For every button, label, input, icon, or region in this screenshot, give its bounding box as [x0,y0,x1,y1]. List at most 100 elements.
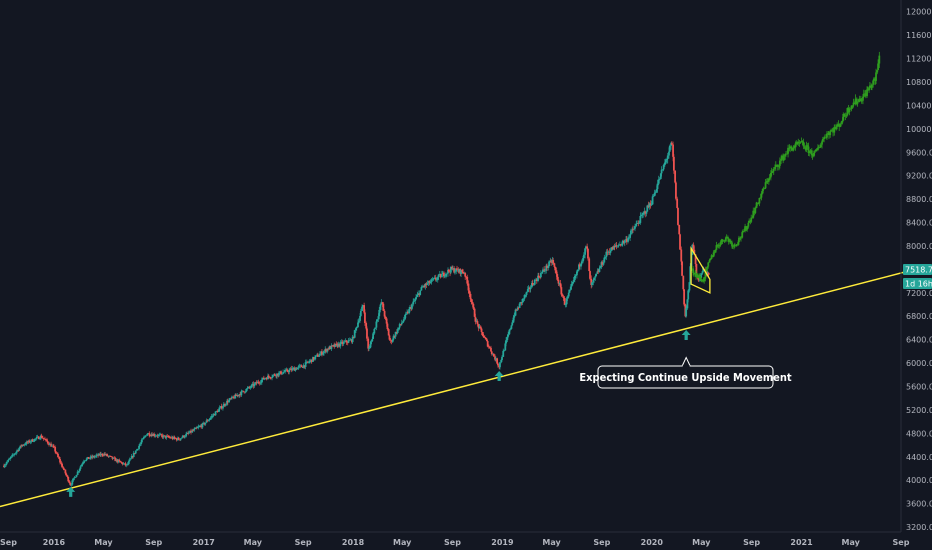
candle [70,484,73,486]
candle [34,438,37,440]
projection-candle [789,146,792,149]
candle [377,316,380,320]
projection-candle [868,85,871,88]
time-tick-label: 2016 [43,538,66,547]
candle [414,299,417,301]
projection-candle [857,99,860,102]
candle [582,254,585,259]
candle [590,278,593,285]
projection-candle [830,130,832,132]
projection-candle [878,55,881,64]
projection-candle [781,155,783,159]
candle [517,307,520,309]
candle [502,350,505,357]
candle [573,275,576,280]
candle [343,341,346,343]
candle [562,296,565,298]
projection-candle [833,126,836,133]
candle [130,455,133,459]
candle [692,244,695,250]
price-tick-label: 8000.0 [906,242,932,251]
candle [672,156,675,171]
projection-candle [772,168,775,172]
candle [578,264,581,267]
candle [512,317,515,323]
candle [22,444,25,446]
candle [693,249,696,255]
candle [188,432,190,434]
projection-candle [866,89,869,91]
candle [31,439,34,442]
candle [261,377,264,380]
candle [464,273,467,277]
candle [201,423,204,428]
candle [136,449,138,451]
time-axis[interactable]: Sep 2016 May Sep 2017 May Sep 2018 May Sep 2019 May… [0,538,910,547]
projection-candle [778,165,780,167]
candle [485,339,488,342]
candle [571,281,574,284]
projection-candle [729,240,732,243]
candle [345,340,348,343]
candle [231,396,233,399]
candle [126,463,129,465]
candle [304,362,307,367]
candle [452,268,454,270]
candle [171,437,174,439]
candle [473,308,476,317]
candle [660,169,663,174]
candle [196,427,199,429]
candle [73,477,76,479]
candle [165,435,168,438]
candle [592,279,595,283]
candle [325,349,327,352]
candle [566,296,569,299]
candle [394,331,397,337]
projection-candle [748,220,751,223]
projection-candle [862,96,864,101]
candle [482,335,485,338]
candle [209,417,212,419]
candle [423,286,426,287]
candle [81,463,84,465]
candle [106,454,109,457]
candle [368,348,370,349]
candle [365,323,368,329]
candle [650,204,653,206]
candle [666,155,669,159]
candle [162,435,165,438]
candle [456,268,458,270]
candle [207,420,210,422]
candle [697,278,700,281]
candle [447,269,449,274]
candle [621,243,623,246]
candle [454,271,456,273]
projection-candle [873,78,875,81]
candle [290,368,293,371]
time-tick-label: May [842,538,861,547]
candle [666,158,668,161]
projection-candle [747,222,750,227]
candle [378,309,381,317]
price-tick-label: 9200.0 [906,172,932,181]
candle [121,462,124,465]
candle [216,411,219,413]
price-tick-label: 4400.0 [906,453,932,462]
candle [333,344,336,347]
candle [413,300,415,302]
candle [214,411,217,416]
time-tick-label: 2019 [491,538,514,547]
candle [327,348,329,350]
candle [668,145,671,152]
candle [513,315,516,318]
candle [501,356,503,360]
candle [603,257,606,263]
candle [674,170,677,183]
projection-candle [772,171,774,173]
projection-candle [786,153,789,155]
candle [445,273,447,276]
candle [576,271,578,276]
candle [95,454,98,456]
candle [613,246,616,248]
